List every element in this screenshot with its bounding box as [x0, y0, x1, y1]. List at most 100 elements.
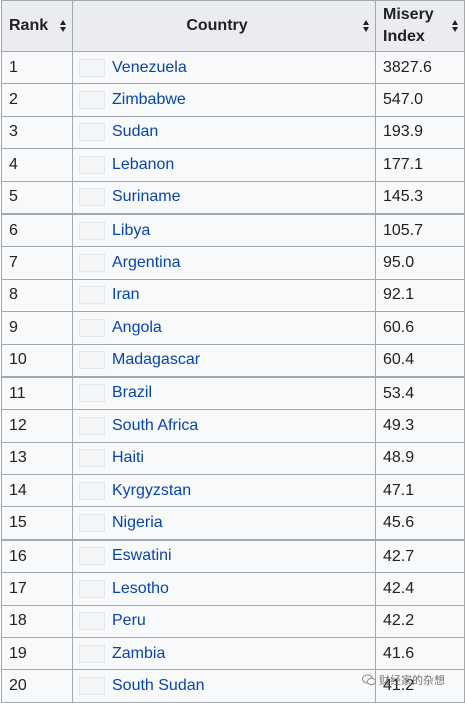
misery-index-cell: 95.0	[375, 246, 465, 280]
country-link[interactable]: Angola	[112, 318, 162, 336]
misery-header-label: Misery Index	[376, 4, 464, 48]
flag-icon[interactable]	[79, 123, 105, 142]
table-row: 11 Brazil 53.4	[1, 376, 465, 411]
misery-index-column-header[interactable]: Misery Index	[375, 0, 465, 52]
misery-index-cell: 42.7	[375, 539, 465, 574]
rank-header-label: Rank	[9, 17, 49, 34]
sort-icon[interactable]	[452, 20, 459, 32]
country-link[interactable]: Venezuela	[112, 58, 187, 76]
flag-icon[interactable]	[79, 449, 105, 468]
table-row: 10 Madagascar 60.4	[1, 343, 465, 378]
table-row: 16 Eswatini 42.7	[1, 539, 465, 574]
country-link[interactable]: Nigeria	[112, 514, 163, 532]
watermark: 财经家的杂想	[362, 672, 445, 688]
misery-index-cell: 60.4	[375, 343, 465, 378]
country-link[interactable]: South Sudan	[112, 677, 205, 694]
rank-cell: 16	[1, 539, 73, 574]
misery-index-cell: 48.9	[375, 441, 465, 476]
misery-header-line2: Index	[383, 28, 425, 45]
country-cell: Iran	[72, 278, 376, 313]
flag-icon[interactable]	[79, 253, 105, 272]
country-link[interactable]: Lesotho	[112, 579, 169, 597]
misery-index-cell: 42.2	[375, 604, 465, 639]
flag-icon[interactable]	[79, 58, 105, 77]
table-row: 13 Haiti 48.9	[1, 441, 465, 476]
country-link[interactable]: Madagascar	[112, 351, 201, 369]
country-cell: Zimbabwe	[72, 83, 376, 117]
table-row: 15 Nigeria 45.6	[1, 506, 465, 541]
flag-icon[interactable]	[79, 514, 105, 533]
country-cell: Libya	[72, 213, 376, 248]
country-link[interactable]: South Africa	[112, 416, 199, 434]
rank-cell: 2	[1, 83, 73, 117]
country-cell: Peru	[72, 604, 376, 639]
country-column-header[interactable]: Country	[72, 0, 376, 52]
table-row: 1 Venezuela 3827.6	[1, 50, 465, 85]
rank-cell: 9	[1, 311, 73, 345]
flag-icon[interactable]	[79, 547, 105, 566]
country-cell: Madagascar	[72, 343, 376, 378]
table-row: 7 Argentina 95.0	[1, 246, 465, 280]
country-header-label: Country	[186, 17, 248, 34]
table-row: 5 Suriname 145.3	[1, 180, 465, 215]
table-row: 8 Iran 92.1	[1, 278, 465, 313]
flag-icon[interactable]	[79, 579, 105, 598]
country-cell: Lesotho	[72, 572, 376, 606]
table-row: 3 Sudan 193.9	[1, 115, 465, 150]
rank-column-header[interactable]: Rank	[1, 0, 73, 52]
misery-index-cell: 177.1	[375, 148, 465, 182]
rank-cell: 1	[1, 50, 73, 85]
flag-icon[interactable]	[79, 286, 105, 305]
country-link[interactable]: Sudan	[112, 123, 159, 141]
country-link[interactable]: Brazil	[112, 384, 153, 402]
flag-icon[interactable]	[79, 612, 105, 631]
flag-icon[interactable]	[79, 416, 105, 435]
flag-icon[interactable]	[79, 90, 105, 109]
rank-cell: 15	[1, 506, 73, 541]
flag-icon[interactable]	[79, 318, 105, 337]
table-body: 1 Venezuela 3827.6 2 Zimbabwe 547.0 3 Sudan 193.…	[1, 50, 465, 703]
misery-header-line1: Misery	[383, 6, 434, 23]
country-cell: Eswatini	[72, 539, 376, 574]
table-row: 6 Libya 105.7	[1, 213, 465, 248]
rank-cell: 4	[1, 148, 73, 182]
rank-cell: 8	[1, 278, 73, 313]
country-link[interactable]: Iran	[112, 286, 140, 304]
rank-cell: 10	[1, 343, 73, 378]
sort-icon[interactable]	[363, 20, 370, 32]
country-link[interactable]: Eswatini	[112, 547, 172, 565]
country-link[interactable]: Kyrgyzstan	[112, 481, 192, 499]
rank-cell: 7	[1, 246, 73, 280]
table-row: 2 Zimbabwe 547.0	[1, 83, 465, 117]
country-link[interactable]: Suriname	[112, 188, 181, 206]
rank-cell: 14	[1, 474, 73, 508]
flag-icon[interactable]	[79, 481, 105, 500]
flag-icon[interactable]	[79, 155, 105, 174]
misery-index-cell: 3827.6	[375, 50, 465, 85]
country-cell: Sudan	[72, 115, 376, 150]
flag-icon[interactable]	[79, 188, 105, 207]
country-cell: Lebanon	[72, 148, 376, 182]
flag-icon[interactable]	[79, 677, 105, 695]
country-cell: Haiti	[72, 441, 376, 476]
country-link[interactable]: Peru	[112, 612, 146, 630]
misery-index-cell: 42.4	[375, 572, 465, 606]
rank-cell: 13	[1, 441, 73, 476]
flag-icon[interactable]	[79, 384, 105, 403]
country-link[interactable]: Libya	[112, 221, 151, 239]
flag-icon[interactable]	[79, 644, 105, 663]
country-link[interactable]: Argentina	[112, 253, 181, 271]
misery-index-cell: 145.3	[375, 180, 465, 215]
misery-index-cell: 45.6	[375, 506, 465, 541]
country-cell: Angola	[72, 311, 376, 345]
flag-icon[interactable]	[79, 221, 105, 240]
country-link[interactable]: Lebanon	[112, 155, 175, 173]
rank-cell: 20	[1, 669, 73, 703]
country-cell: South Sudan	[72, 669, 376, 703]
country-link[interactable]: Zambia	[112, 644, 166, 662]
country-link[interactable]: Haiti	[112, 449, 145, 467]
flag-icon[interactable]	[79, 351, 105, 370]
rank-cell: 17	[1, 572, 73, 606]
sort-icon[interactable]	[60, 20, 67, 32]
country-link[interactable]: Zimbabwe	[112, 90, 186, 108]
